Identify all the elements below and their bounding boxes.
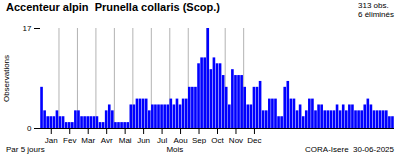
svg-text:Dec: Dec: [247, 136, 261, 144]
svg-text:Mai: Mai: [119, 136, 132, 144]
svg-text:Jun: Jun: [137, 136, 150, 144]
html-text:313 obs. 6 éliminés: 313 obs. 6 éliminés: [358, 1, 394, 19]
html-text:CORA-Isere 30-06-2025: CORA-Isere 30-06-2025: [305, 145, 394, 154]
html-text:Mois: Mois: [166, 145, 184, 154]
svg-text:Aou: Aou: [173, 136, 187, 144]
html-text:Accenteur alpin Prunella colla: Accenteur alpin Prunella collaris (Scop.…: [6, 1, 220, 13]
svg-text:Fev: Fev: [63, 136, 76, 144]
svg-text:0: 0: [27, 124, 32, 133]
svg-text:Avr: Avr: [101, 136, 113, 144]
svg-text:Sep: Sep: [192, 136, 207, 144]
svg-text:Jan: Jan: [45, 136, 58, 144]
svg-text:Mar: Mar: [81, 136, 95, 144]
svg-text:17: 17: [23, 24, 32, 33]
svg-text:Oct: Oct: [211, 136, 224, 144]
svg-text:Nov: Nov: [229, 136, 243, 144]
html-text:Par 5 jours: Par 5 jours: [6, 145, 45, 154]
svg-text:Jul: Jul: [157, 136, 167, 144]
svg-text:Observations: Observations: [2, 55, 11, 102]
